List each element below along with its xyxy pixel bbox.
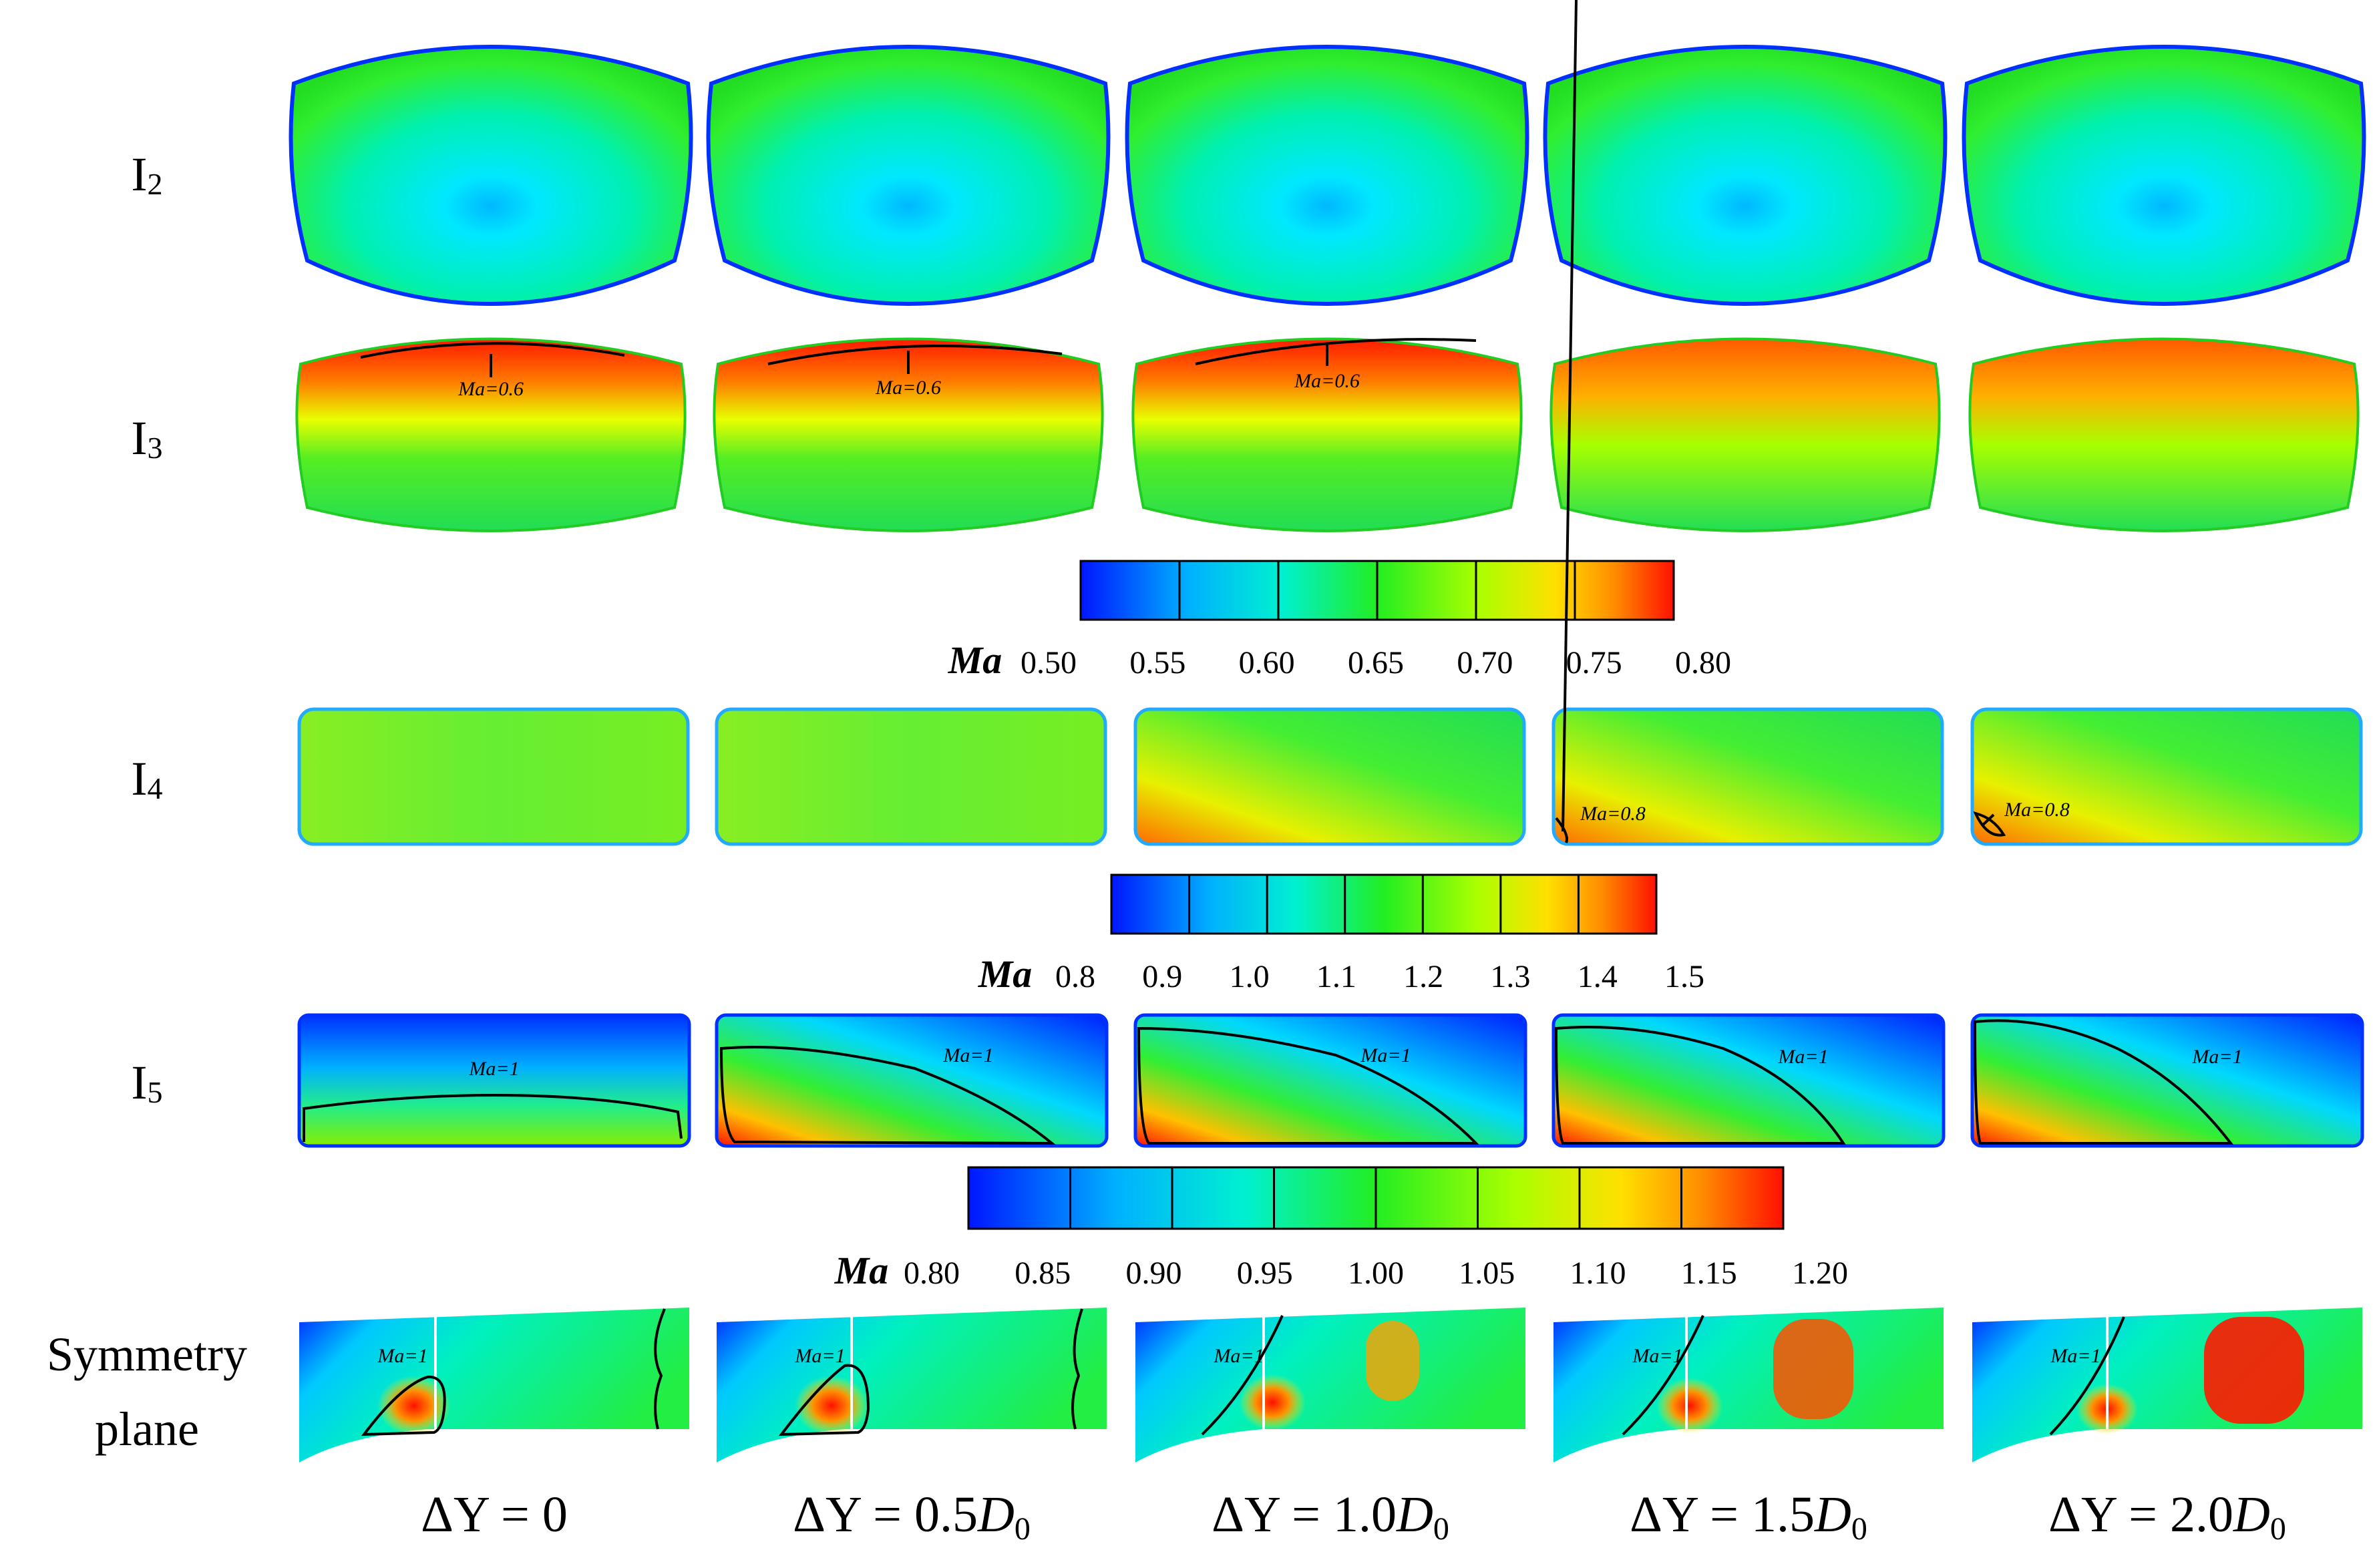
i5-annotation-3: Ma=1 <box>1360 1044 1411 1066</box>
colorbar-2-tick: 1.3 <box>1490 959 1530 994</box>
colorbar-3-tick: 0.95 <box>1237 1255 1293 1291</box>
i3-panel-4 <box>1549 337 1941 532</box>
row-i4-panels: Ma=0.8 Ma=0.8 <box>297 0 2363 846</box>
i4-panel-3 <box>1133 707 1526 846</box>
i5-annotation-1: Ma=1 <box>468 1058 519 1080</box>
i3-panel-5 <box>1968 337 2360 532</box>
i2-panel-3 <box>1125 45 1529 306</box>
colorbar-1-tick: 0.55 <box>1129 645 1185 680</box>
colorbar-2-tick: 0.8 <box>1055 959 1095 994</box>
i5-panel-4 <box>1551 1013 1946 1148</box>
i3-contour-1 <box>360 342 625 359</box>
i4-panel-4 <box>1551 707 1944 846</box>
col-label-4: ΔY = 1.5D0 <box>1630 1487 1867 1547</box>
colorbar-1-title: Ma <box>948 638 1002 682</box>
colorbar-2-tick: 1.0 <box>1230 959 1270 994</box>
i3-annotation-1: Ma=0.6 <box>458 378 524 400</box>
colorbar-2-tick: 1.5 <box>1664 959 1704 994</box>
colorbar-2: Ma 0.8 0.9 1.0 1.1 1.2 1.3 1.4 1.5 <box>978 873 1704 996</box>
sym-annotation-3: Ma=1 <box>1213 1345 1264 1367</box>
col-label-3: ΔY = 1.0D0 <box>1212 1487 1449 1547</box>
sym-annotation-4: Ma=1 <box>1632 1345 1682 1367</box>
colorbar-3-tick: 0.80 <box>904 1255 960 1291</box>
i5-annotation-4: Ma=1 <box>1777 1046 1828 1068</box>
col-label-1: ΔY = 0 <box>421 1487 568 1543</box>
row-sym-panels: Ma=1 Ma=1 Ma=1 Ma=1 Ma=1 <box>299 1306 2362 1462</box>
sym-panel-1 <box>299 1308 689 1462</box>
colorbar-1-tick: 0.50 <box>1021 645 1077 680</box>
colorbar-3-tick: 1.15 <box>1681 1255 1737 1291</box>
colorbar-2-tick: 1.2 <box>1403 959 1443 994</box>
sym-annotation-2: Ma=1 <box>794 1345 845 1367</box>
row-label-i3: I3 <box>131 411 163 465</box>
colorbar-1: Ma 0.50 0.55 0.60 0.65 0.70 0.75 0.80 <box>948 560 1731 682</box>
i3-annotation-2: Ma=0.6 <box>875 377 941 399</box>
i3-panel-1 <box>295 337 687 532</box>
i4-annotation-2: Ma=0.8 <box>2004 799 2070 821</box>
i5-panel-2 <box>715 1013 1109 1148</box>
col-label-2: ΔY = 0.5D0 <box>793 1487 1031 1547</box>
colorbar-2-tick: 1.4 <box>1578 959 1618 994</box>
colorbar-3-tick: 0.85 <box>1015 1255 1071 1291</box>
i4-panel-5 <box>1970 707 2363 846</box>
sym-panel-3 <box>1135 1308 1525 1462</box>
i2-panel-4 <box>1543 45 1948 306</box>
row-i5-panels: Ma=1 Ma=1 Ma=1 Ma=1 Ma=1 <box>297 1013 2364 1148</box>
i3-contour-2 <box>767 345 1063 365</box>
i3-panel-3 <box>1131 337 1523 532</box>
sym-panel-4 <box>1553 1308 1944 1462</box>
row-label-i2: I2 <box>131 148 163 201</box>
colorbar-3-title: Ma <box>834 1249 889 1292</box>
colorbar-1-tick: 0.80 <box>1675 645 1731 680</box>
sym-annotation-5: Ma=1 <box>2050 1345 2100 1367</box>
colorbar-1-tick: 0.70 <box>1457 645 1513 680</box>
col-label-5: ΔY = 2.0D0 <box>2048 1487 2286 1547</box>
i3-panel-2 <box>713 337 1104 532</box>
colorbar-3-tick: 1.10 <box>1570 1255 1626 1291</box>
row-label-i4: I4 <box>131 752 163 805</box>
i4-annotation-1: Ma=0.8 <box>1580 803 1646 825</box>
i5-panel-1 <box>297 1013 691 1148</box>
row-label-i5: I5 <box>131 1056 163 1109</box>
i4-panel-2 <box>715 707 1107 846</box>
sym-annotation-1: Ma=1 <box>377 1345 427 1367</box>
colorbar-3: Ma 0.80 0.85 0.90 0.95 1.00 1.05 1.10 1.15 1.20 <box>834 1166 1848 1292</box>
colorbar-2-title: Ma <box>978 952 1033 996</box>
colorbar-1-tick: 0.60 <box>1239 645 1295 680</box>
i3-annotation-3: Ma=0.6 <box>1294 370 1360 392</box>
colorbar-3-tick: 1.05 <box>1459 1255 1515 1291</box>
row-label-symmetry-plane: Symmetry plane <box>47 1328 247 1456</box>
colorbar-1-tick: 0.65 <box>1348 645 1404 680</box>
colorbar-3-tick: 1.00 <box>1348 1255 1404 1291</box>
row-i2-panels <box>289 45 2366 306</box>
sym-panel-2 <box>717 1308 1107 1462</box>
i2-panel-5 <box>1962 45 2366 306</box>
i2-panel-1 <box>289 45 693 306</box>
i5-panel-3 <box>1133 1013 1527 1148</box>
colorbar-3-tick: 0.90 <box>1126 1255 1182 1291</box>
i2-panel-2 <box>706 45 1111 306</box>
i4-panel-1 <box>297 707 690 846</box>
colorbar-1-tick: 0.75 <box>1566 645 1622 680</box>
i5-annotation-2: Ma=1 <box>942 1044 993 1066</box>
i5-annotation-5: Ma=1 <box>2191 1046 2242 1068</box>
colorbar-2-tick: 1.1 <box>1316 959 1356 994</box>
i3-contour-3 <box>1195 338 1477 365</box>
colorbar-2-tick: 0.9 <box>1142 959 1182 994</box>
row-i3-panels: Ma=0.6 Ma=0.6 Ma=0.6 <box>295 337 2360 532</box>
colorbar-3-tick: 1.20 <box>1792 1255 1848 1291</box>
